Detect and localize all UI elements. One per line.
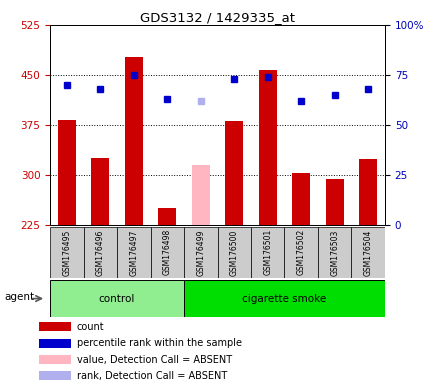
- Text: GSM176503: GSM176503: [329, 229, 339, 276]
- Title: GDS3132 / 1429335_at: GDS3132 / 1429335_at: [140, 11, 294, 24]
- Text: GSM176502: GSM176502: [296, 229, 305, 275]
- Bar: [250, 227, 284, 278]
- Bar: [191, 165, 210, 225]
- Text: count: count: [77, 322, 104, 332]
- Bar: [284, 227, 317, 278]
- Bar: [358, 159, 377, 225]
- Bar: [39, 323, 71, 331]
- Bar: [150, 227, 184, 278]
- Bar: [39, 371, 71, 380]
- Text: value, Detection Call = ABSENT: value, Detection Call = ABSENT: [77, 354, 231, 364]
- Bar: [83, 227, 117, 278]
- Bar: [50, 280, 184, 317]
- Bar: [184, 227, 217, 278]
- Bar: [50, 227, 83, 278]
- Text: GSM176498: GSM176498: [162, 229, 171, 275]
- Bar: [291, 174, 310, 225]
- Text: rank, Detection Call = ABSENT: rank, Detection Call = ABSENT: [77, 371, 227, 381]
- Text: GSM176504: GSM176504: [363, 229, 372, 276]
- Text: GSM176499: GSM176499: [196, 229, 205, 276]
- Text: control: control: [99, 293, 135, 304]
- Bar: [39, 339, 71, 348]
- Bar: [184, 280, 384, 317]
- Bar: [351, 227, 384, 278]
- Text: percentile rank within the sample: percentile rank within the sample: [77, 338, 241, 348]
- Bar: [39, 355, 71, 364]
- Bar: [57, 120, 76, 225]
- Text: GSM176501: GSM176501: [263, 229, 272, 275]
- Bar: [217, 227, 250, 278]
- Bar: [224, 121, 243, 225]
- Bar: [158, 208, 176, 225]
- Text: GSM176500: GSM176500: [229, 229, 238, 276]
- Bar: [91, 158, 109, 225]
- Text: agent: agent: [4, 292, 34, 302]
- Bar: [317, 227, 351, 278]
- Text: GSM176495: GSM176495: [62, 229, 71, 276]
- Text: GSM176497: GSM176497: [129, 229, 138, 276]
- Text: GSM176496: GSM176496: [95, 229, 105, 276]
- Text: cigarette smoke: cigarette smoke: [242, 293, 326, 304]
- Bar: [325, 179, 343, 225]
- Bar: [117, 227, 150, 278]
- Bar: [258, 70, 276, 225]
- Bar: [124, 57, 143, 225]
